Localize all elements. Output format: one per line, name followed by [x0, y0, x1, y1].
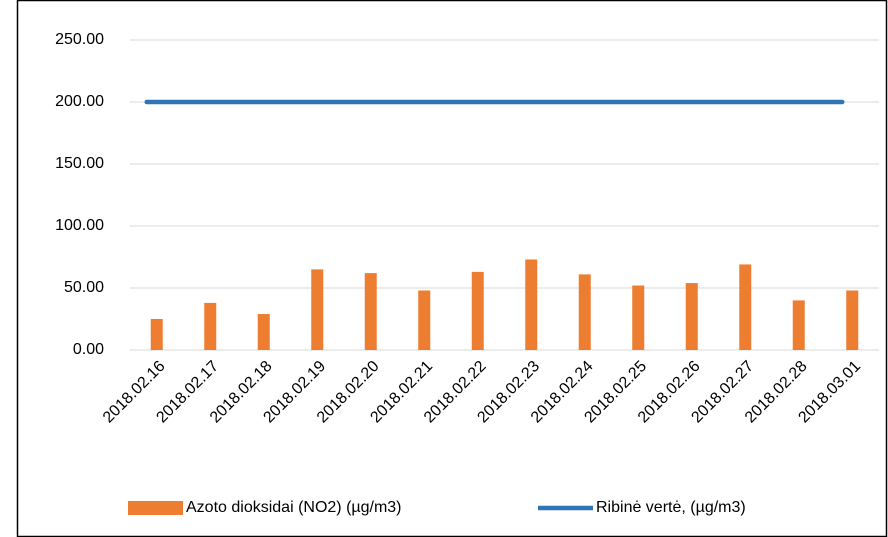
bar	[418, 290, 431, 350]
bar	[739, 264, 752, 350]
y-tick-label: 50.00	[64, 279, 104, 296]
bar	[204, 302, 217, 350]
bar	[578, 274, 591, 350]
bar	[150, 319, 163, 350]
bar	[792, 300, 805, 350]
y-tick-label: 250.00	[55, 31, 104, 48]
bar	[685, 283, 698, 350]
y-tick-label: 150.00	[55, 155, 104, 172]
legend-swatch	[128, 501, 183, 515]
y-tick-label: 0.00	[73, 341, 104, 358]
legend-label: Azoto dioksidai (NO2) (µg/m3)	[186, 499, 402, 516]
bar	[471, 271, 484, 350]
bar	[632, 285, 645, 350]
bar	[846, 290, 859, 350]
bar	[525, 259, 538, 350]
legend-label: Ribinė vertė, (µg/m3)	[596, 499, 746, 516]
bar	[257, 314, 270, 350]
bar	[311, 269, 324, 350]
y-tick-label: 100.00	[55, 217, 104, 234]
bar	[364, 273, 377, 350]
y-tick-label: 200.00	[55, 93, 104, 110]
chart-border	[16, 0, 888, 537]
